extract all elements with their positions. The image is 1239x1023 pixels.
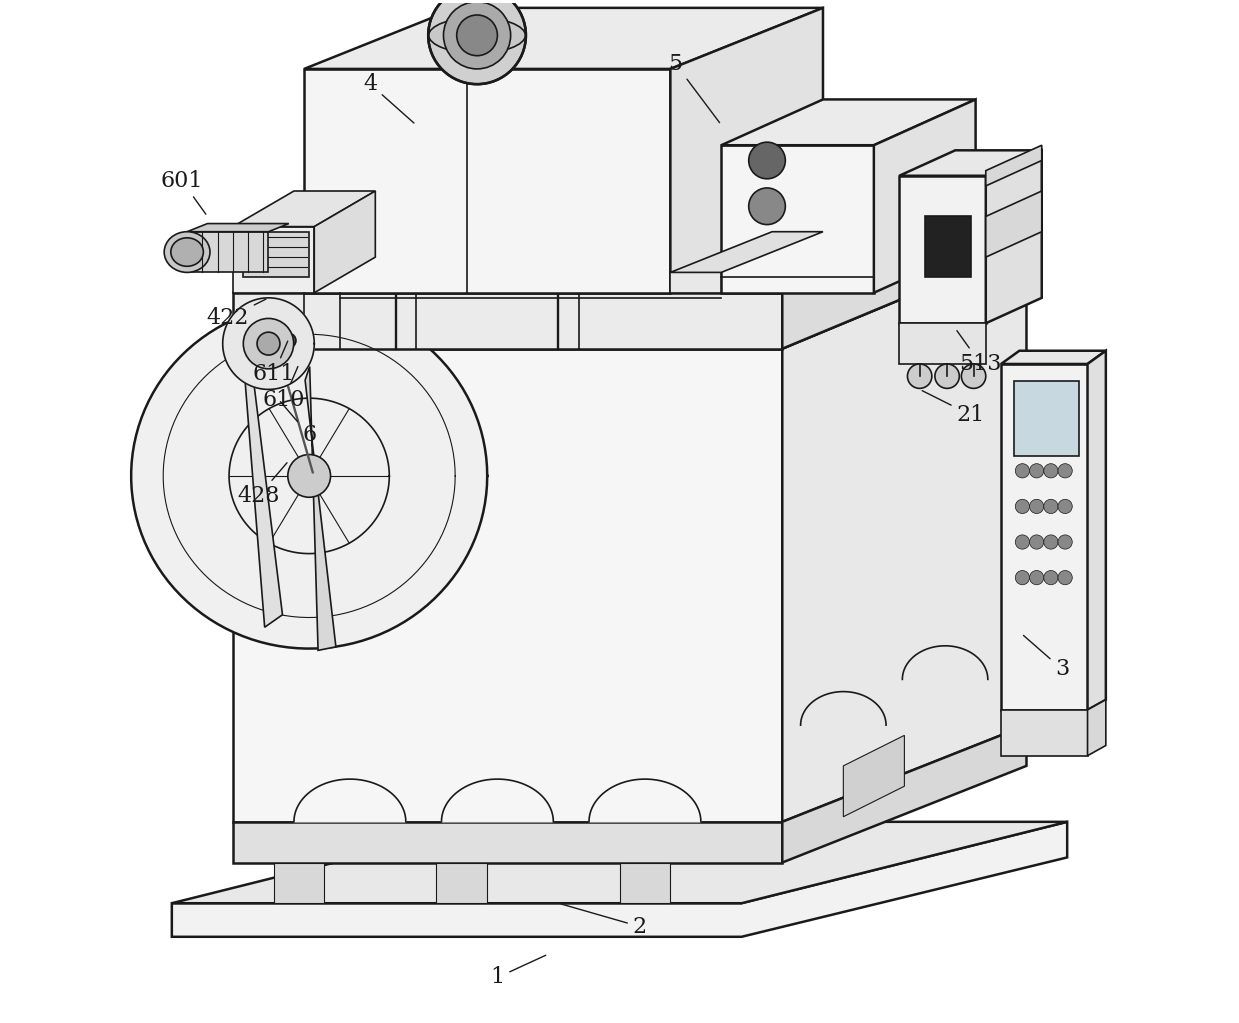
Text: 6: 6 [280, 402, 316, 446]
Polygon shape [305, 366, 336, 651]
Text: 513: 513 [957, 330, 1002, 375]
Polygon shape [986, 150, 1042, 323]
Polygon shape [1001, 351, 1106, 364]
Polygon shape [441, 780, 554, 821]
Circle shape [935, 364, 959, 389]
Polygon shape [721, 99, 975, 145]
Polygon shape [304, 8, 823, 69]
Polygon shape [187, 231, 269, 272]
Circle shape [748, 188, 786, 225]
Circle shape [1030, 535, 1043, 549]
Polygon shape [131, 303, 487, 649]
Polygon shape [243, 231, 310, 277]
Polygon shape [900, 150, 1042, 176]
Polygon shape [900, 176, 986, 323]
Text: 4: 4 [363, 74, 414, 123]
Circle shape [1030, 499, 1043, 514]
Circle shape [1015, 571, 1030, 585]
Text: 5: 5 [668, 53, 720, 123]
Circle shape [243, 318, 294, 369]
Polygon shape [1088, 351, 1106, 710]
Polygon shape [670, 8, 823, 293]
Text: 611: 611 [253, 341, 295, 385]
Polygon shape [900, 323, 986, 364]
Polygon shape [1015, 382, 1079, 455]
Polygon shape [873, 99, 975, 293]
Polygon shape [844, 736, 904, 816]
Text: 3: 3 [1023, 635, 1069, 680]
Polygon shape [294, 780, 406, 821]
Circle shape [748, 142, 786, 179]
Circle shape [1043, 499, 1058, 514]
Polygon shape [315, 191, 375, 293]
Ellipse shape [171, 237, 203, 266]
Polygon shape [986, 145, 1042, 186]
Ellipse shape [165, 231, 209, 272]
Polygon shape [223, 298, 315, 390]
Circle shape [1043, 535, 1058, 549]
Polygon shape [620, 862, 670, 903]
Circle shape [1043, 571, 1058, 585]
Circle shape [1058, 499, 1072, 514]
Polygon shape [304, 69, 670, 293]
Circle shape [1058, 571, 1072, 585]
Polygon shape [670, 231, 823, 272]
Text: 1: 1 [491, 955, 545, 988]
Polygon shape [902, 646, 987, 679]
Polygon shape [1001, 364, 1088, 710]
Polygon shape [233, 821, 782, 862]
Polygon shape [233, 227, 315, 293]
Polygon shape [1001, 710, 1088, 756]
Polygon shape [233, 349, 782, 821]
Polygon shape [782, 725, 1026, 862]
Circle shape [907, 364, 932, 389]
Polygon shape [436, 862, 487, 903]
Text: 2: 2 [561, 904, 647, 938]
Text: 21: 21 [922, 391, 985, 426]
Circle shape [1030, 571, 1043, 585]
Polygon shape [274, 862, 325, 903]
Polygon shape [782, 196, 1026, 349]
Ellipse shape [429, 17, 525, 53]
Polygon shape [782, 247, 1026, 821]
Polygon shape [670, 272, 721, 293]
Circle shape [1015, 499, 1030, 514]
Circle shape [1015, 463, 1030, 478]
Polygon shape [233, 191, 375, 227]
Text: 422: 422 [207, 299, 266, 329]
Circle shape [457, 15, 497, 55]
Text: 610: 610 [263, 366, 305, 410]
Polygon shape [721, 145, 873, 293]
Polygon shape [233, 196, 1026, 293]
Circle shape [1058, 463, 1072, 478]
Polygon shape [233, 247, 1026, 349]
Polygon shape [924, 217, 970, 277]
Polygon shape [242, 316, 282, 627]
Circle shape [281, 333, 296, 348]
Polygon shape [986, 191, 1042, 257]
Polygon shape [1088, 700, 1106, 756]
Circle shape [256, 332, 280, 355]
Text: 601: 601 [161, 170, 206, 214]
Text: 428: 428 [237, 462, 287, 507]
Circle shape [1043, 463, 1058, 478]
Polygon shape [172, 821, 1067, 937]
Circle shape [429, 0, 525, 84]
Polygon shape [233, 293, 782, 349]
Polygon shape [187, 224, 289, 231]
Circle shape [287, 454, 331, 497]
Circle shape [444, 2, 510, 69]
Circle shape [1058, 535, 1072, 549]
Polygon shape [800, 692, 886, 725]
Circle shape [1015, 535, 1030, 549]
Circle shape [1030, 463, 1043, 478]
Polygon shape [589, 780, 701, 821]
Circle shape [961, 364, 986, 389]
Polygon shape [172, 821, 1067, 903]
